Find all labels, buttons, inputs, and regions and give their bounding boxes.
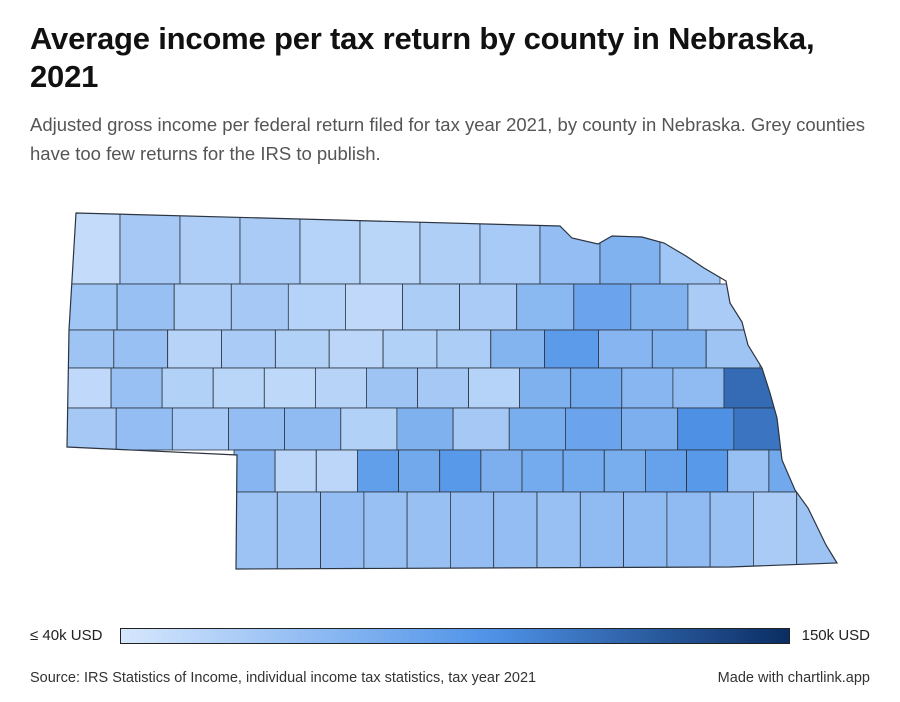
county-r5-c1[interactable] <box>60 407 117 451</box>
county-r6-c3[interactable] <box>315 449 358 493</box>
county-r6-c13[interactable] <box>727 449 770 493</box>
county-r6-c9[interactable] <box>562 449 605 493</box>
county-r4-c8[interactable] <box>417 367 469 409</box>
county-r4-c7[interactable] <box>365 367 418 409</box>
county-r4-c13[interactable] <box>672 367 725 409</box>
county-r3-c12[interactable] <box>651 329 707 369</box>
county-r4-c9[interactable] <box>468 367 521 409</box>
county-r3-c3[interactable] <box>167 329 222 369</box>
county-r6-c1[interactable] <box>233 449 276 493</box>
county-r7-c14[interactable] <box>796 491 840 572</box>
county-r6-c6[interactable] <box>439 449 482 493</box>
county-r7-c2[interactable] <box>276 491 321 572</box>
county-r7-c13[interactable] <box>753 491 798 572</box>
county-r3-c11[interactable] <box>598 329 653 369</box>
county-r2-c7[interactable] <box>402 283 460 331</box>
county-r4-c10[interactable] <box>519 367 572 409</box>
county-r2-c5[interactable] <box>287 283 346 331</box>
credit-note: Made with chartlink.app <box>717 670 870 686</box>
county-r7-c6[interactable] <box>449 491 495 572</box>
county-r5-c5[interactable] <box>284 407 342 451</box>
county-r5-c4[interactable] <box>228 407 286 451</box>
county-r3-c4[interactable] <box>221 329 276 369</box>
county-r3-c2[interactable] <box>113 329 169 369</box>
county-r1-c5[interactable] <box>299 210 361 285</box>
legend-color-bar <box>120 628 790 644</box>
county-r4-c14[interactable] <box>723 367 776 409</box>
county-r5-c3[interactable] <box>171 407 229 451</box>
page-subtitle: Adjusted gross income per federal return… <box>30 114 865 164</box>
county-r6-c12[interactable] <box>686 449 729 493</box>
county-r4-c2[interactable] <box>110 367 163 409</box>
county-r1-c10[interactable] <box>599 210 661 285</box>
county-r1-c3[interactable] <box>179 210 241 285</box>
county-r1-c4[interactable] <box>239 210 301 285</box>
county-r7-c1[interactable] <box>233 491 278 572</box>
county-r7-c8[interactable] <box>536 491 581 572</box>
county-r7-c3[interactable] <box>320 491 365 572</box>
county-r4-c6[interactable] <box>314 367 367 409</box>
county-r6-c8[interactable] <box>521 449 564 493</box>
county-r6-c4[interactable] <box>356 449 399 493</box>
county-r4-c5[interactable] <box>263 367 316 409</box>
legend-min-label: ≤ 40k USD <box>30 627 103 644</box>
county-r5-c6[interactable] <box>340 407 398 451</box>
page-title: Average income per tax return by county … <box>30 21 815 94</box>
county-r7-c7[interactable] <box>493 491 538 572</box>
county-r3-c8[interactable] <box>436 329 492 369</box>
county-r2-c8[interactable] <box>459 283 518 331</box>
county-r6-c10[interactable] <box>603 449 646 493</box>
county-r5-c8[interactable] <box>452 407 510 451</box>
county-r3-c13[interactable] <box>705 329 761 369</box>
county-r2-c4[interactable] <box>230 283 289 331</box>
county-r2-c3[interactable] <box>173 283 232 331</box>
county-r7-c5[interactable] <box>406 491 451 572</box>
county-r5-c9[interactable] <box>508 407 566 451</box>
county-r5-c7[interactable] <box>396 407 454 451</box>
county-r1-c6[interactable] <box>359 210 421 285</box>
county-r6-c2[interactable] <box>274 449 317 493</box>
county-r6-c5[interactable] <box>398 449 441 493</box>
county-r5-c13[interactable] <box>733 407 791 451</box>
county-r1-c11[interactable] <box>659 210 721 285</box>
county-r7-c9[interactable] <box>579 491 624 572</box>
county-r5-c11[interactable] <box>621 407 679 451</box>
county-r6-c11[interactable] <box>645 449 687 493</box>
county-r7-c4[interactable] <box>363 491 408 572</box>
county-r5-c12[interactable] <box>677 407 735 451</box>
county-r5-c10[interactable] <box>565 407 623 451</box>
county-r1-c7[interactable] <box>419 210 481 285</box>
county-r2-c2[interactable] <box>116 283 175 331</box>
county-r3-c10[interactable] <box>544 329 599 369</box>
county-r1-c1[interactable] <box>60 210 121 285</box>
county-r7-c12[interactable] <box>709 491 754 572</box>
county-r7-c11[interactable] <box>666 491 711 572</box>
state-outline <box>66 212 839 570</box>
county-r2-c6[interactable] <box>344 283 403 331</box>
county-r4-c1[interactable] <box>60 367 112 409</box>
county-r5-c2[interactable] <box>115 407 173 451</box>
county-r2-c11[interactable] <box>630 283 689 331</box>
county-r1-c8[interactable] <box>479 210 541 285</box>
county-r1-c9[interactable] <box>539 210 601 285</box>
county-r3-c9[interactable] <box>490 329 545 369</box>
source-note: Source: IRS Statistics of Income, indivi… <box>30 670 537 686</box>
county-r4-c4[interactable] <box>212 367 265 409</box>
county-r7-c10[interactable] <box>623 491 668 572</box>
county-r3-c6[interactable] <box>328 329 384 369</box>
county-r2-c12[interactable] <box>687 283 746 331</box>
county-r2-c9[interactable] <box>516 283 575 331</box>
county-r4-c12[interactable] <box>621 367 674 409</box>
county-r3-c5[interactable] <box>274 329 330 369</box>
county-r4-c3[interactable] <box>161 367 214 409</box>
county-r6-c14[interactable] <box>768 449 811 493</box>
county-r1-c2[interactable] <box>119 210 181 285</box>
county-r3-c7[interactable] <box>382 329 438 369</box>
county-r2-c1[interactable] <box>60 283 118 331</box>
county-r4-c11[interactable] <box>570 367 623 409</box>
county-r2-c10[interactable] <box>573 283 632 331</box>
legend-max-label: 150k USD <box>801 627 870 644</box>
county-r6-c7[interactable] <box>480 449 523 493</box>
